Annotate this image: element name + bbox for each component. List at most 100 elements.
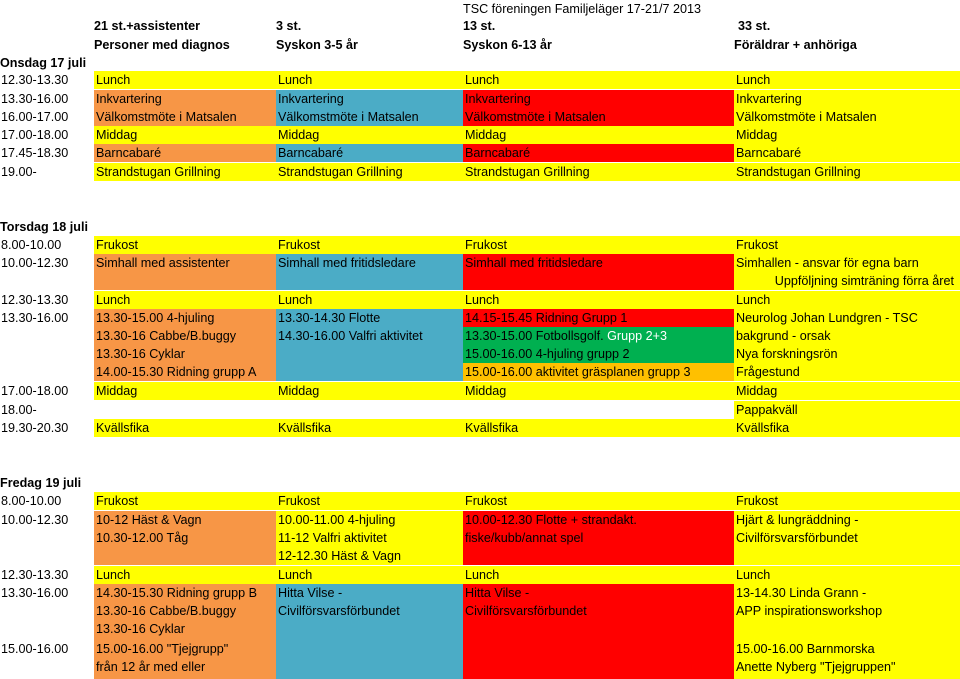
activity-cell: 13-14.30 Linda Grann - [734, 584, 960, 602]
activity-cell: 13.30-16 Cyklar [94, 345, 276, 363]
activity-cell: Inkvartering [276, 90, 463, 108]
page-title: TSC föreningen Familjeläger 17-21/7 2013 [463, 2, 702, 16]
activity-cell: Neurolog Johan Lundgren - TSC [734, 309, 960, 327]
activity-cell: Välkomstmöte i Matsalen [276, 108, 463, 126]
activity-cell: 15.00-16.00 "Tjejgrupp" [94, 640, 276, 658]
activity-cell: 15.00-16.00 Barnmorska [734, 640, 960, 658]
activity-cell: fiske/kubb/annat spel [463, 529, 734, 565]
activity-cell: Lunch [463, 71, 734, 89]
activity-cell: 12-12.30 Häst & Vagn [276, 547, 463, 565]
activity-cell: bakgrund - orsak [734, 327, 960, 345]
activity-cell: Lunch [94, 566, 276, 584]
activity-cell: Lunch [94, 71, 276, 89]
activity-cell: Lunch [734, 291, 960, 309]
activity-cell: Hjärt & lungräddning - [734, 511, 960, 529]
header-col4-group: Föräldrar + anhöriga [734, 38, 857, 52]
time-label: 12.30-13.30 [1, 293, 69, 307]
header-col1-count: 21 st.+assistenter [94, 19, 201, 33]
group-label: Grupp 2+3 [607, 329, 667, 343]
activity-cell: Frukost [734, 236, 960, 254]
activity-cell: Frukost [734, 492, 960, 510]
day-heading-wednesday: Onsdag 17 juli [0, 56, 87, 70]
activity-cell: Strandstugan Grillning [463, 163, 734, 181]
activity-cell: 13.30-14.30 Flotte [276, 309, 463, 327]
activity-cell: Kvällsfika [463, 419, 734, 437]
activity-cell: Civilförsvarsförbundet [276, 602, 463, 679]
activity-cell: Frågestund [734, 363, 960, 381]
activity-cell: Lunch [94, 291, 276, 309]
time-label: 12.30-13.30 [1, 568, 69, 582]
activity-cell: 13.30-16 Cabbe/B.buggy [94, 327, 276, 345]
activity-cell: Simhall med fritidsledare [463, 254, 734, 290]
activity-cell: 13.30-15.00 4-hjuling [94, 309, 276, 327]
activity-text: 13.30-15.00 Fotbollsgolf. [465, 329, 604, 343]
activity-cell: Välkomstmöte i Matsalen [94, 108, 276, 126]
activity-cell: Kvällsfika [94, 419, 276, 437]
activity-cell: Lunch [463, 291, 734, 309]
time-label: 17.00-18.00 [1, 384, 69, 398]
day-heading-thursday: Torsdag 18 juli [0, 220, 88, 234]
activity-cell: Välkomstmöte i Matsalen [734, 108, 960, 126]
activity-cell: Civilförsvarsförbundet [463, 602, 734, 679]
activity-cell: Middag [734, 126, 960, 144]
activity-cell: Kvällsfika [734, 419, 960, 437]
activity-cell: Barncabaré [463, 144, 734, 162]
activity-cell: Inkvartering [463, 90, 734, 108]
activity-cell: Lunch [734, 71, 960, 89]
activity-cell: Kvällsfika [276, 419, 463, 437]
time-label: 17.45-18.30 [1, 146, 69, 160]
activity-cell: Lunch [276, 71, 463, 89]
header-col3-count: 13 st. [463, 19, 496, 33]
activity-cell: Civilförsvarsförbundet [734, 529, 960, 565]
activity-cell: Strandstugan Grillning [276, 163, 463, 181]
activity-cell: Middag [276, 126, 463, 144]
activity-cell: Simhall med assistenter [94, 254, 276, 290]
activity-cell: 10.00-11.00 4-hjuling [276, 511, 463, 529]
time-label: 8.00-10.00 [1, 494, 62, 508]
activity-cell: Välkomstmöte i Matsalen [463, 108, 734, 126]
activity-cell: 14.00-15.30 Ridning grupp A [94, 363, 276, 381]
activity-cell: 13.30-15.00 Fotbollsgolf. Grupp 2+3 [463, 327, 734, 345]
activity-cell: Simhallen - ansvar för egna barn [734, 254, 960, 272]
activity-cell: Pappakväll [734, 401, 960, 419]
activity-cell: Barncabaré [734, 144, 960, 162]
activity-cell: Barncabaré [276, 144, 463, 162]
time-label: 17.00-18.00 [1, 128, 69, 142]
activity-cell: 15.00-16.00 aktivitet gräsplanen grupp 3 [463, 363, 734, 381]
activity-cell: Inkvartering [734, 90, 960, 108]
activity-cell: 11-12 Valfri aktivitet [276, 529, 463, 547]
activity-cell: Anette Nyberg "Tjejgruppen" [734, 658, 960, 679]
time-label: 10.00-12.30 [1, 513, 69, 527]
activity-cell: Strandstugan Grillning [734, 163, 960, 181]
time-label: 19.30-20.30 [1, 421, 69, 435]
time-label: 18.00- [1, 403, 37, 417]
time-label: 15.00-16.00 [1, 642, 69, 656]
activity-cell: Middag [276, 382, 463, 400]
activity-cell: Middag [94, 382, 276, 400]
activity-cell: Inkvartering [94, 90, 276, 108]
activity-cell: APP inspirationsworkshop [734, 602, 960, 640]
time-label: 13.30-16.00 [1, 311, 69, 325]
activity-cell: Middag [463, 126, 734, 144]
time-label: 16.00-17.00 [1, 110, 69, 124]
activity-cell: Lunch [734, 566, 960, 584]
activity-cell: Frukost [94, 236, 276, 254]
activity-cell: Uppföljning simträning förra året [734, 272, 960, 290]
activity-cell: Middag [463, 382, 734, 400]
time-label: 19.00- [1, 165, 37, 179]
activity-cell: Lunch [276, 291, 463, 309]
activity-cell: 13.30-16 Cabbe/B.buggy [94, 602, 276, 620]
activity-cell: 14.30-16.00 Valfri aktivitet [276, 327, 463, 381]
activity-cell: 15.00-16.00 4-hjuling grupp 2 [463, 345, 734, 363]
activity-cell: Middag [734, 382, 960, 400]
activity-cell: Frukost [276, 492, 463, 510]
activity-cell: 10.00-12.30 Flotte + strandakt. [463, 511, 734, 529]
header-col1-group: Personer med diagnos [94, 38, 230, 52]
header-col3-group: Syskon 6-13 år [463, 38, 552, 52]
time-label: 12.30-13.30 [1, 73, 69, 87]
time-label: 8.00-10.00 [1, 238, 62, 252]
day-heading-friday: Fredag 19 juli [0, 476, 82, 490]
activity-cell: Hitta Vilse - [276, 584, 463, 602]
activity-cell: Lunch [276, 566, 463, 584]
